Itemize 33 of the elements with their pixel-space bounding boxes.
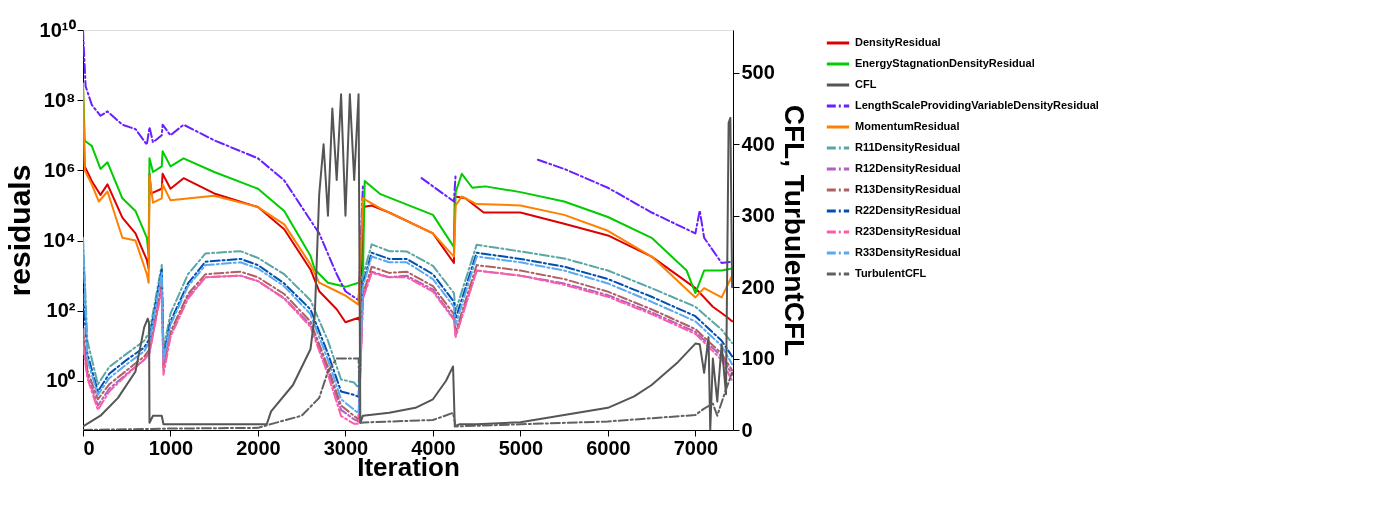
x-tick-label: 1000 <box>148 436 194 459</box>
legend-label: R22DensityResidual <box>855 204 961 216</box>
y-tick-label: 10⁶ <box>44 158 76 181</box>
legend-label: DensityResidual <box>855 36 941 48</box>
y-axis-title: residuals <box>2 164 36 297</box>
y2-axis-title: CFL, TurbulentCFL <box>778 104 810 357</box>
legend-label: R13DensityResidual <box>855 183 961 195</box>
y2-tick-label: 100 <box>741 347 775 370</box>
x-tick-label: 5000 <box>498 436 544 459</box>
legend-label: LengthScaleProvidingVariableDensityResidual <box>855 99 1099 111</box>
x-tick-label: 6000 <box>586 436 631 459</box>
legend-label: R11DensityResidual <box>855 141 961 153</box>
x-tick-label: 7000 <box>673 436 719 459</box>
y2-tick-label: 0 <box>741 418 753 441</box>
legend-label: MomentumResidual <box>855 120 960 132</box>
y-tick-label: 10⁰ <box>46 369 76 392</box>
legend-label: R23DensityResidual <box>855 225 961 237</box>
line-series <box>83 239 733 415</box>
legend-label: EnergyStagnationDensityResidual <box>855 57 1035 69</box>
x-tick-label: 0 <box>83 436 95 459</box>
y2-tick-label: 400 <box>741 132 775 155</box>
y2-tick-label: 500 <box>741 61 775 84</box>
y-tick-label: 10¹⁰ <box>39 18 76 41</box>
legend-label: TurbulentCFL <box>855 267 927 279</box>
legend-label: CFL <box>855 78 877 90</box>
legend-label: R12DensityResidual <box>855 162 961 174</box>
y-tick-label: 10⁸ <box>43 88 76 111</box>
x-tick-label: 2000 <box>236 436 281 459</box>
y-tick-label: 10⁴ <box>43 229 76 252</box>
y-tick-label: 10² <box>46 299 76 322</box>
y2-tick-label: 300 <box>741 204 775 227</box>
y2-tick-label: 200 <box>741 275 775 298</box>
legend-label: R33DensityResidual <box>855 246 961 258</box>
